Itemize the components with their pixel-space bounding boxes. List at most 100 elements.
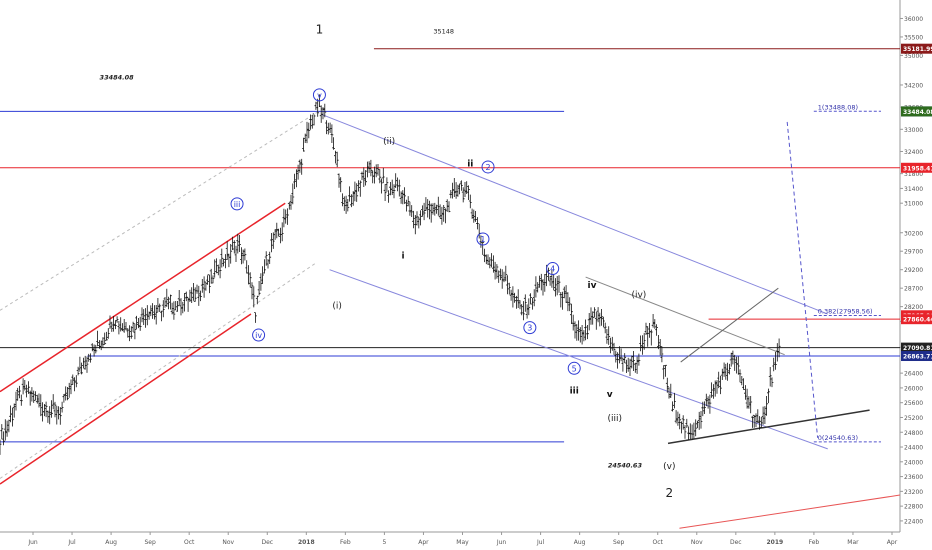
ohlc-bar (467, 185, 470, 200)
ohlc-bar (44, 401, 48, 418)
ohlc-bar (461, 187, 465, 203)
ohlc-bar (703, 401, 706, 414)
ohlc-bar (355, 183, 359, 202)
ohlc-bar (199, 290, 202, 302)
ohlc-bar (447, 201, 451, 213)
fib-level-label: 0(24540.63) (818, 434, 858, 442)
ohlc-bar (76, 366, 80, 376)
ohlc-bar (552, 274, 556, 291)
ohlc-bar (53, 401, 57, 418)
ohlc-bar (163, 297, 167, 308)
y-tick-label: 36000 (904, 16, 923, 23)
ohlc-bar (321, 107, 325, 120)
wave-label: ii (467, 159, 473, 169)
ohlc-bar (594, 311, 598, 330)
ohlc-bar (618, 346, 621, 364)
x-tick-label: Oct (653, 539, 664, 546)
ohlc-bar (632, 351, 635, 371)
ohlc-bar (405, 199, 408, 212)
fib-level-label: 1(33488.08) (818, 103, 858, 111)
ohlc-bar (413, 215, 417, 235)
ohlc-bar (82, 357, 85, 369)
ohlc-bar (169, 294, 172, 310)
ohlc-bar (768, 367, 772, 387)
ohlc-bar (128, 325, 131, 342)
chart-annotation: 24540.63 (608, 461, 643, 469)
wave-label-circle (312, 88, 326, 102)
ohlc-bar (531, 298, 534, 310)
ohlc-bar (172, 301, 176, 320)
x-tick-label: Feb (340, 539, 351, 546)
ohlc-bar (376, 164, 380, 176)
ohlc-bar (651, 314, 655, 328)
ohlc-bar (772, 357, 776, 372)
y-tick-label: 24000 (904, 459, 923, 466)
ohlc-bar (664, 364, 667, 377)
ohlc-bar (103, 332, 107, 345)
ohlc-bar (492, 255, 495, 273)
x-tick-label: 2018 (298, 539, 315, 546)
wave-label: 5 (572, 364, 577, 373)
ohlc-bar (170, 302, 174, 315)
ohlc-bar (289, 194, 293, 210)
ohlc-bar (687, 426, 690, 440)
x-tick-label: Sep (144, 539, 156, 546)
ohlc-bar (564, 285, 568, 303)
ohlc-bar (468, 194, 472, 209)
ohlc-bar (578, 327, 582, 343)
ohlc-bar (717, 371, 721, 389)
y-tick-label: 22400 (904, 518, 923, 525)
ohlc-bar (341, 193, 344, 207)
ohlc-bar (683, 425, 687, 439)
wave-label-circle (481, 160, 495, 174)
ohlc-bar (543, 274, 547, 292)
ohlc-bar (206, 274, 209, 285)
ohlc-bar (232, 240, 236, 254)
ohlc-bar (137, 318, 140, 329)
ohlc-bar (736, 356, 740, 375)
ohlc-bar (264, 251, 268, 266)
ohlc-bar (619, 348, 623, 362)
ohlc-bar (188, 289, 192, 302)
ohlc-bar (151, 303, 154, 319)
ohlc-bar (436, 196, 440, 216)
ohlc-bar (280, 222, 284, 242)
ohlc-bar (733, 354, 737, 371)
ohlc-bar (562, 286, 566, 299)
ohlc-bar (635, 356, 639, 374)
ohlc-bar (392, 184, 396, 199)
ohlc-bar (735, 356, 738, 374)
ohlc-bar (493, 261, 497, 280)
ohlc-bar (12, 403, 16, 418)
ohlc-bar (192, 283, 195, 301)
y-tick-label: 22800 (904, 504, 923, 511)
y-tick-label: 23200 (904, 489, 923, 496)
ohlc-bar (616, 352, 619, 369)
ohlc-bar (729, 352, 733, 367)
ohlc-bar (215, 258, 218, 274)
y-tick-label: 24800 (904, 430, 923, 437)
ohlc-bar (653, 319, 657, 329)
ohlc-bar (662, 365, 666, 380)
ohlc-bar (518, 300, 522, 310)
ohlc-bar (273, 229, 277, 240)
ohlc-bar (135, 315, 138, 330)
ohlc-bar (73, 377, 76, 392)
price-tag-label: 27860.44 (903, 317, 932, 324)
wave-label: v (607, 390, 613, 400)
x-tick-label: Sep (613, 539, 625, 546)
price-tag-label: 26863.71 (903, 354, 932, 361)
ohlc-bar (763, 406, 767, 424)
ohlc-bar (62, 394, 66, 403)
ohlc-bar (161, 300, 165, 318)
ohlc-bar (181, 301, 185, 314)
ohlc-bar (389, 182, 392, 196)
ohlc-bar (90, 343, 94, 352)
ohlc-bar (380, 178, 383, 194)
ohlc-bar (637, 353, 641, 366)
ohlc-bar (561, 291, 564, 310)
ohlc-bar (747, 396, 751, 409)
ohlc-bar (138, 316, 142, 331)
ohlc-bar (571, 314, 575, 331)
ohlc-bar (145, 305, 149, 326)
